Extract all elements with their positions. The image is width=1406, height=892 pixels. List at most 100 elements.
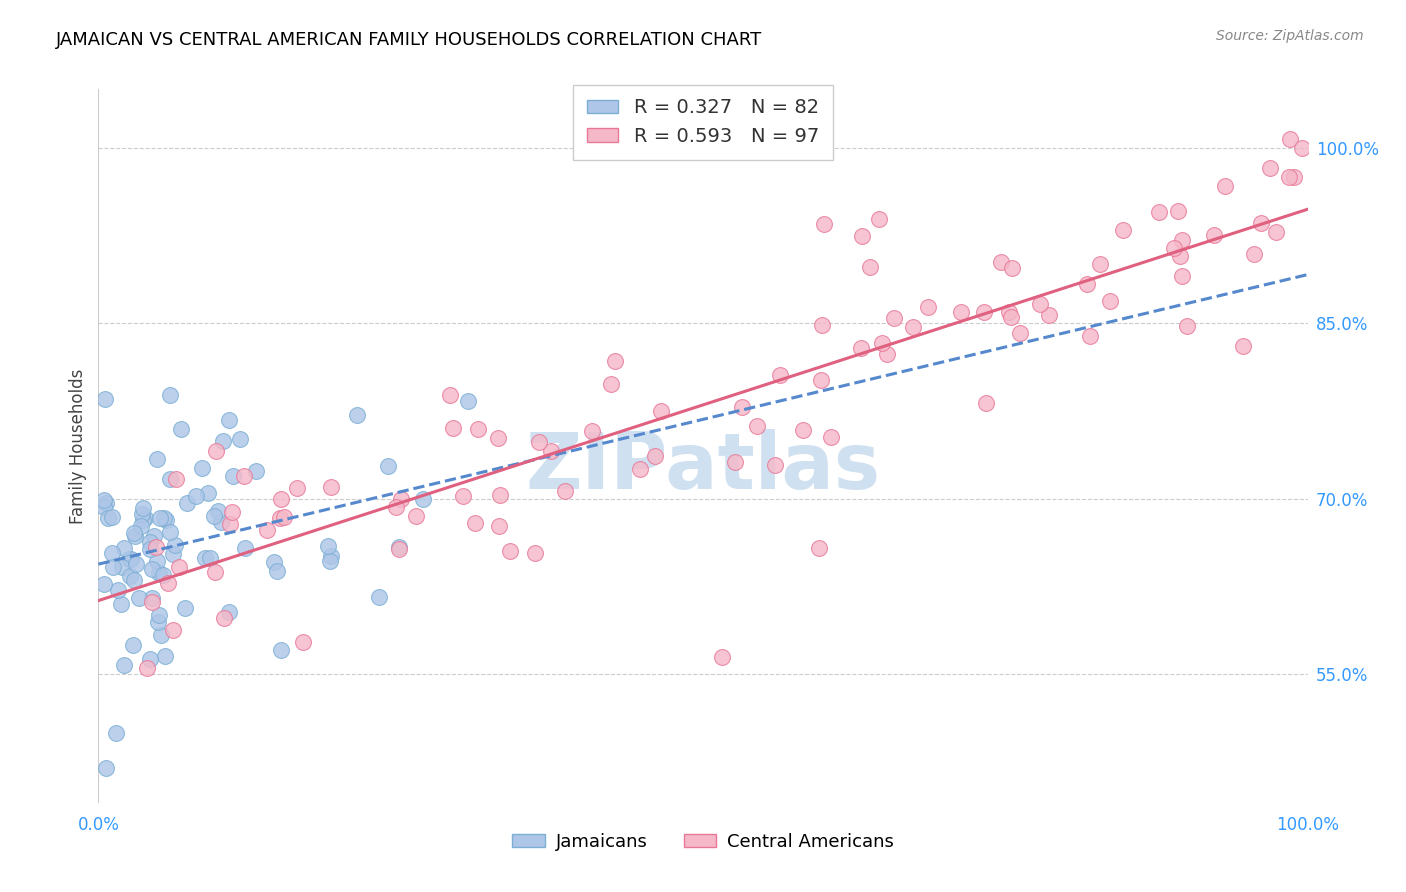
Point: [270, 491, 292, 506]
Point: [174, 601, 197, 615]
Point: [97, 511, 120, 525]
Point: [807, 541, 830, 555]
Point: [605, 353, 627, 368]
Y-axis label: Family Households: Family Households: [69, 368, 87, 524]
Point: [1175, 319, 1198, 334]
Point: [120, 552, 142, 566]
Point: [876, 347, 898, 361]
Point: [118, 552, 141, 566]
Point: [628, 462, 651, 476]
Point: [820, 430, 842, 444]
Point: [644, 449, 666, 463]
Point: [973, 305, 995, 319]
Point: [122, 638, 145, 652]
Point: [270, 643, 292, 657]
Point: [104, 725, 127, 739]
Point: [167, 560, 190, 574]
Point: [191, 461, 214, 475]
Point: [112, 658, 135, 673]
Point: [439, 388, 461, 402]
Point: [1167, 203, 1189, 218]
Point: [849, 341, 872, 355]
Point: [176, 496, 198, 510]
Point: [218, 605, 240, 619]
Point: [1000, 310, 1022, 324]
Point: [101, 546, 124, 560]
Point: [162, 547, 184, 561]
Point: [159, 388, 181, 402]
Point: [1038, 308, 1060, 322]
Point: [1243, 247, 1265, 261]
Point: [377, 458, 399, 473]
Point: [1250, 216, 1272, 230]
Point: [145, 554, 167, 568]
Point: [197, 486, 219, 500]
Point: [162, 623, 184, 637]
Point: [870, 335, 893, 350]
Point: [101, 559, 124, 574]
Point: [451, 489, 474, 503]
Point: [112, 541, 135, 556]
Point: [263, 555, 285, 569]
Point: [441, 420, 464, 434]
Point: [990, 255, 1012, 269]
Point: [139, 535, 162, 549]
Point: [94, 496, 117, 510]
Point: [319, 549, 342, 563]
Point: [1278, 169, 1301, 184]
Point: [146, 615, 169, 629]
Point: [851, 228, 873, 243]
Point: [499, 544, 522, 558]
Point: [319, 480, 342, 494]
Point: [209, 515, 232, 529]
Point: [810, 373, 832, 387]
Point: [149, 511, 172, 525]
Point: [524, 546, 547, 560]
Point: [202, 509, 225, 524]
Point: [124, 529, 146, 543]
Point: [184, 489, 207, 503]
Point: [388, 541, 411, 555]
Point: [245, 464, 267, 478]
Point: [792, 423, 814, 437]
Point: [285, 481, 308, 495]
Point: [122, 574, 145, 588]
Point: [129, 519, 152, 533]
Point: [1168, 249, 1191, 263]
Point: [141, 562, 163, 576]
Point: [412, 491, 434, 506]
Point: [1076, 277, 1098, 291]
Point: [316, 539, 339, 553]
Point: [152, 510, 174, 524]
Point: [207, 503, 229, 517]
Point: [273, 510, 295, 524]
Point: [165, 473, 187, 487]
Point: [1147, 204, 1170, 219]
Point: [118, 569, 141, 583]
Point: [389, 491, 412, 506]
Point: [1282, 169, 1305, 184]
Point: [107, 583, 129, 598]
Point: [165, 538, 187, 552]
Point: [94, 761, 117, 775]
Point: [950, 305, 973, 319]
Point: [111, 560, 134, 574]
Point: [1171, 268, 1194, 283]
Point: [212, 611, 235, 625]
Point: [125, 557, 148, 571]
Point: [232, 469, 254, 483]
Point: [346, 409, 368, 423]
Point: [233, 541, 256, 556]
Point: [139, 541, 162, 556]
Point: [1001, 261, 1024, 276]
Text: ZIPatlas: ZIPatlas: [526, 429, 880, 506]
Point: [1204, 227, 1226, 242]
Point: [388, 542, 411, 557]
Point: [205, 444, 228, 458]
Point: [148, 607, 170, 622]
Point: [256, 524, 278, 538]
Point: [868, 212, 890, 227]
Point: [769, 368, 792, 382]
Point: [859, 260, 882, 275]
Point: [141, 591, 163, 605]
